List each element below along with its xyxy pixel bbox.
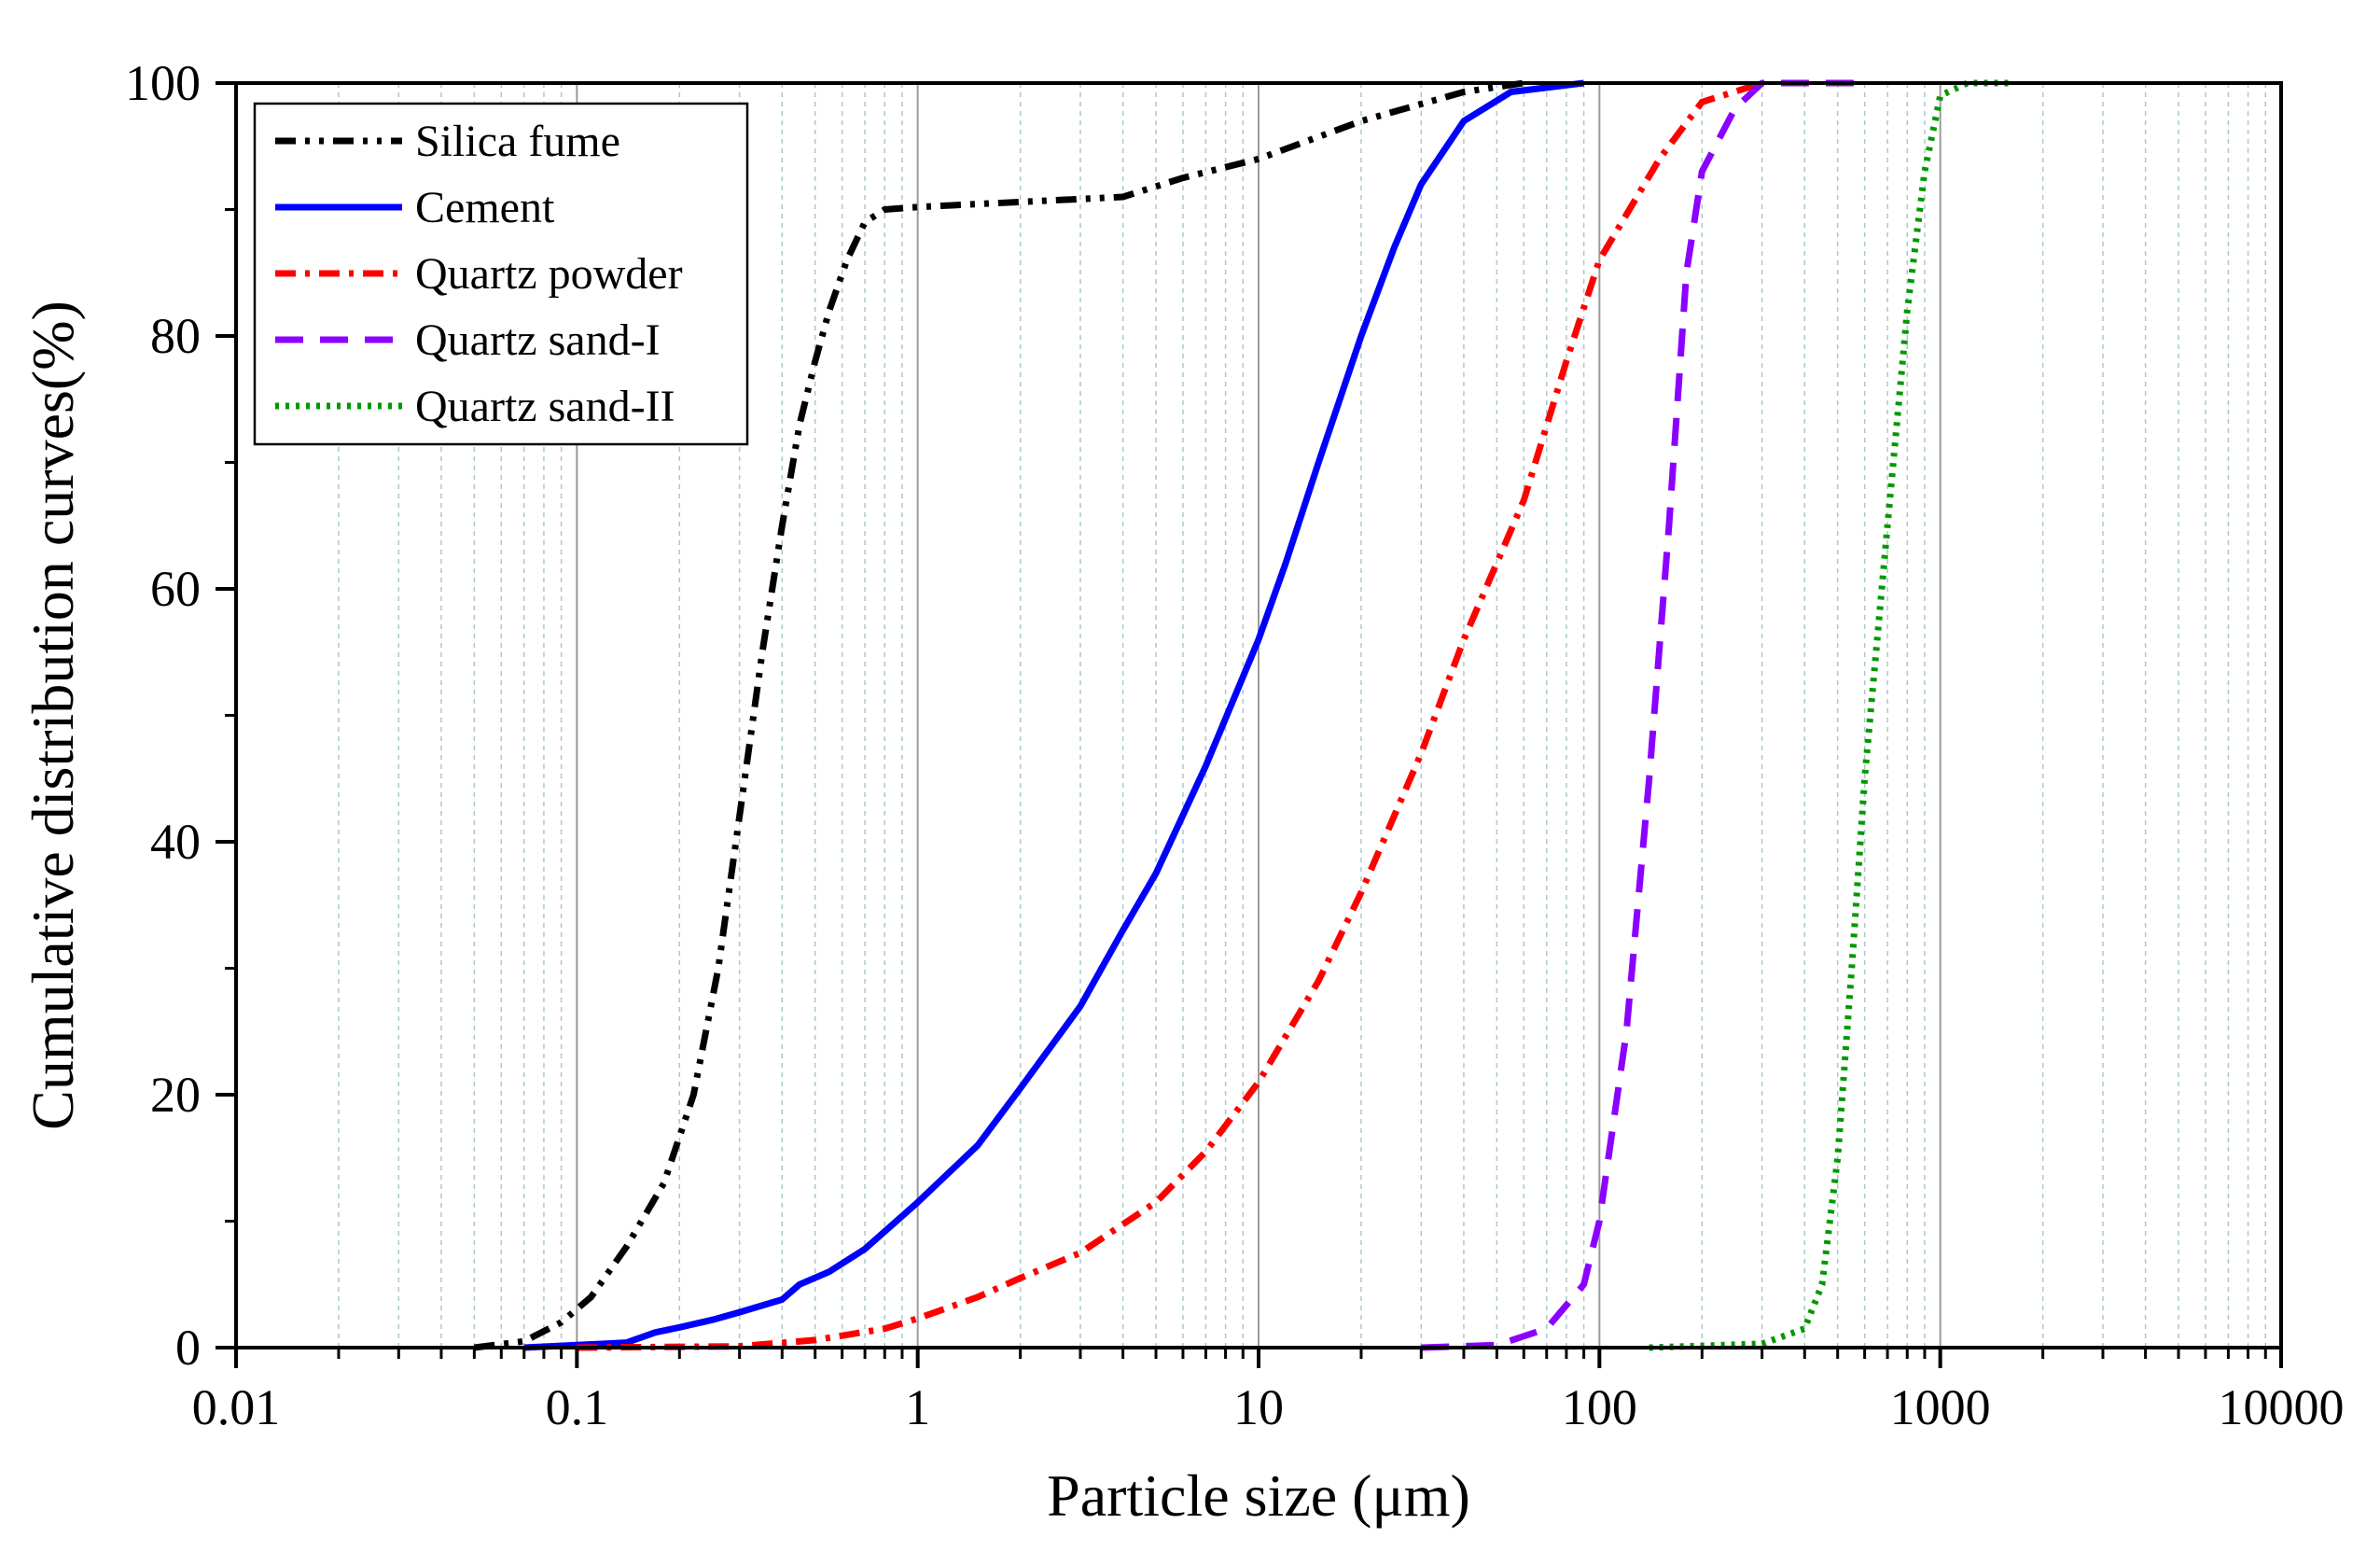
- series-line: [1421, 79, 1865, 1351]
- legend-label: Quartz sand-II: [415, 382, 675, 431]
- series-line: [1649, 79, 2011, 1351]
- y-tick-label: 60: [150, 561, 201, 617]
- legend: Silica fume Cement Quartz powder Quartz san…: [253, 102, 749, 446]
- y-tick-label: 100: [125, 55, 201, 111]
- x-axis-title: Particle size (μm): [1047, 1462, 1470, 1529]
- y-tick-label: 80: [150, 308, 201, 364]
- axis-ticks: 0.01 0.1 1 10 100 1000 10000 0 20 40 60 80 100: [125, 55, 2345, 1435]
- x-tick-label: 10000: [2219, 1379, 2345, 1435]
- series-quartz-powder: [577, 79, 1763, 1351]
- plot-series: [473, 79, 2011, 1351]
- legend-label: Quartz powder: [415, 249, 683, 299]
- grid-lines: [338, 83, 2267, 1348]
- x-tick-label: 100: [1562, 1379, 1637, 1435]
- series-line: [523, 79, 1585, 1351]
- legend-label: Quartz sand-I: [415, 315, 661, 365]
- legend-label: Cement: [415, 183, 555, 232]
- x-tick-label: 0.01: [192, 1379, 281, 1435]
- series-silica-fume: [473, 79, 1524, 1351]
- series-quartz-sand-ii: [1649, 79, 2011, 1351]
- series-cement: [523, 79, 1585, 1351]
- x-tick-label: 1000: [1890, 1379, 1991, 1435]
- y-axis-title: Cumulative distribution curves(%): [20, 301, 86, 1130]
- x-tick-label: 0.1: [546, 1379, 609, 1435]
- legend-label: Silica fume: [415, 117, 620, 166]
- y-tick-label: 40: [150, 814, 201, 870]
- x-tick-label: 1: [905, 1379, 930, 1435]
- series-line: [473, 79, 1524, 1351]
- series-line: [577, 79, 1763, 1351]
- y-tick-label: 0: [175, 1320, 201, 1376]
- series-quartz-sand-i: [1421, 79, 1865, 1351]
- x-tick-label: 10: [1233, 1379, 1284, 1435]
- y-tick-label: 20: [150, 1067, 201, 1123]
